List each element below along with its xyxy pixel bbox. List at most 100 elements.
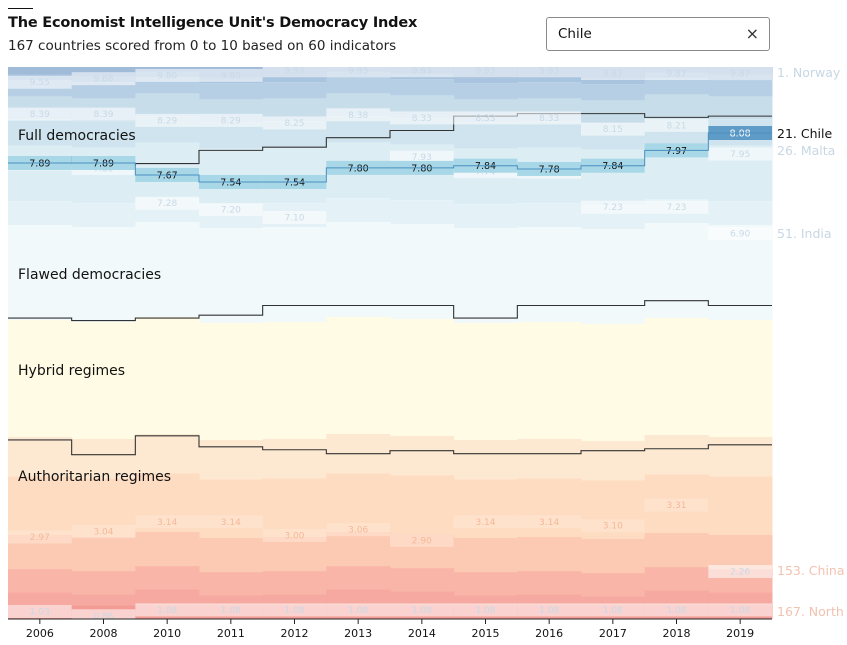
band-strip [453,83,518,100]
chile-value-label: 7.97 [666,146,687,157]
band-strip [326,532,391,567]
faded-series-label: 1.08 [539,606,559,616]
authoritarian-value-label: 3.10 [603,522,623,532]
band-strip [390,591,455,606]
band-strip [581,573,646,597]
band-strip [199,228,264,323]
band-strip [581,441,646,481]
chile-value-label: 7.80 [348,163,369,174]
band-strip [708,320,773,437]
faded-series-tile [135,603,199,617]
band-strip [262,227,327,322]
faded-series-label: 1.08 [730,606,750,616]
band-strip [517,203,582,228]
band-strip [8,201,73,226]
upper-full-value-tile [326,108,390,122]
band-strip [581,149,646,206]
faded-series-label: 9.55 [30,78,50,88]
upper-full-value-tile [71,107,136,121]
faded-series-label: 9.93 [284,67,304,77]
faded-series-label: 1.08 [475,606,495,616]
band-strip [262,98,327,122]
band-strip [71,594,136,606]
flawed-democracy-boundary [8,300,772,322]
band-strip [71,322,136,439]
faded-series-tile [708,67,772,80]
faded-series-tile [262,603,327,617]
country-search-box[interactable]: × [546,17,770,51]
band-strip [262,76,327,83]
authoritarian-value-tile [644,498,709,512]
band-strip [708,535,773,570]
label-norway: 1. Norway [777,65,841,80]
band-strip [581,324,646,441]
band-strip [326,222,391,317]
faded-series-label: 1.08 [284,606,304,616]
band-strip [644,590,709,606]
faded-series-tile [326,603,390,617]
faded-series-label: 9.80 [221,71,241,81]
x-tick-label: 2016 [535,627,563,640]
band-strip [708,437,773,477]
band-strip [581,539,646,574]
chile-value-label: 7.84 [602,161,623,172]
band-strip [199,572,264,596]
faded-series-tile [390,603,454,617]
upper-full-value-tile [453,111,518,125]
x-tick-label: 2019 [726,627,754,640]
chart-title: The Economist Intelligence Unit's Democr… [8,15,418,31]
faded-series-label: 9.93 [475,67,495,77]
label-india: 51. India [777,226,832,241]
band-strip [453,479,518,538]
authoritarian-value-label: 2.90 [412,536,432,546]
upper-full-value-label: 8.21 [666,121,686,131]
x-tick-label: 2013 [344,627,372,640]
band-strip [8,225,73,320]
upper-full-value-label: 8.38 [348,111,368,121]
upper-full-value-tile [390,111,454,125]
band-strip [71,121,136,148]
band-strip [326,77,391,94]
label-north-korea: 167. North Korea [777,604,847,619]
category-label: Flawed democracies [18,267,161,283]
clear-search-icon[interactable]: × [745,24,759,43]
faded-series-label: 1.03 [30,608,50,618]
band-strip [135,222,200,317]
band-strip [71,439,136,479]
band-strip [71,571,136,595]
band-strip [708,96,773,120]
faded-series-label: 1.08 [221,606,241,616]
faded-series-tile [581,200,645,214]
label-malta: 26. Malta [777,143,835,158]
faded-series-tile [644,603,709,617]
band-strip [453,122,518,149]
faded-series-tile [199,603,263,617]
band-strip [644,318,709,435]
band-strip [453,572,518,596]
country-search-input[interactable] [558,24,738,44]
faded-series-tile [390,64,454,78]
authoritarian-value-label: 3.14 [539,518,559,528]
faded-series-tile [517,603,581,617]
faded-series-label: 7.23 [666,203,686,213]
band-strip [326,566,391,590]
band-strip [8,145,73,202]
band-strip [453,228,518,323]
faded-series-label: 0.86 [93,612,113,622]
lower-full-value-label: 7.20 [221,206,241,216]
authoritarian-value-tile [71,525,136,539]
chile-value-label: 7.54 [220,178,241,189]
band-strip [390,475,455,534]
band-strip [8,569,73,593]
band-strip [644,567,709,591]
band-strip [71,537,136,572]
faded-series-label: 9.87 [603,70,623,80]
band-strip [71,82,136,99]
band-strip [517,594,582,606]
band-strip [390,319,455,436]
chile-value-label: 8.08 [730,129,751,140]
lower-full-value-label: 7.28 [157,199,177,209]
faded-series-label: 1.08 [412,606,432,616]
band-strip [262,82,327,99]
authoritarian-value-tile [199,515,263,529]
